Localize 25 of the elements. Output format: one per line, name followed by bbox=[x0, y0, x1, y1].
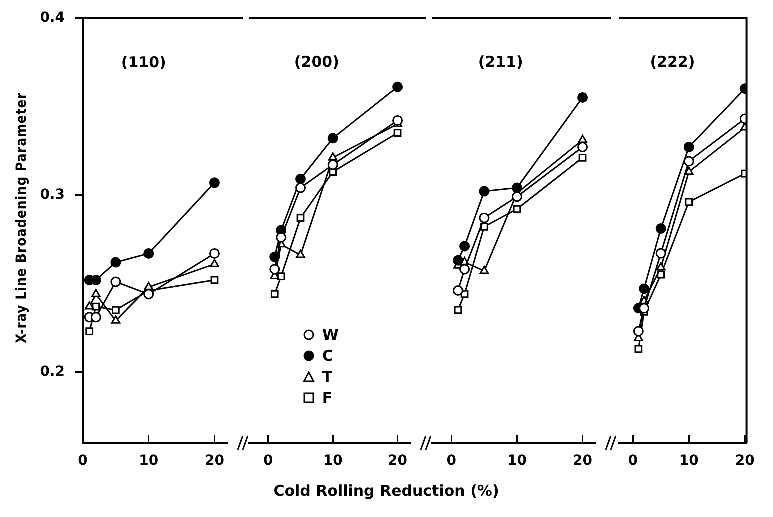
annotation: (211) bbox=[478, 52, 524, 71]
x-tick-label: 20 bbox=[735, 453, 756, 470]
y-tick-label: 0.2 bbox=[40, 364, 65, 380]
x-tick-label: 10 bbox=[323, 453, 344, 470]
x-tick-label: 0 bbox=[264, 453, 274, 470]
x-tick-label: 0 bbox=[628, 453, 638, 470]
annotation: (110) bbox=[121, 53, 166, 72]
y-axis-title: X-ray Line Broadening Parameter bbox=[14, 91, 30, 346]
legend-label: F bbox=[322, 389, 333, 407]
legend-label: W bbox=[322, 326, 339, 344]
x-tick-label: 0 bbox=[446, 453, 457, 470]
x-tick-label: 0 bbox=[78, 453, 88, 470]
x-tick-label: 20 bbox=[573, 453, 593, 470]
x-tick-label: 20 bbox=[204, 453, 225, 470]
x-tick-label: 10 bbox=[679, 453, 700, 470]
x-axis-title: Cold Rolling Reduction (%) bbox=[272, 482, 500, 500]
annotation: (222) bbox=[650, 52, 696, 71]
x-tick-label: 10 bbox=[139, 453, 159, 470]
x-tick-label: 20 bbox=[388, 453, 408, 470]
x-tick-label: 10 bbox=[507, 453, 528, 470]
legend-label: T bbox=[322, 368, 333, 386]
annotation: (200) bbox=[294, 52, 340, 71]
y-tick-label: 0.4 bbox=[40, 10, 66, 26]
legend-label: C bbox=[322, 347, 334, 365]
y-tick-label: 0.3 bbox=[40, 186, 65, 203]
